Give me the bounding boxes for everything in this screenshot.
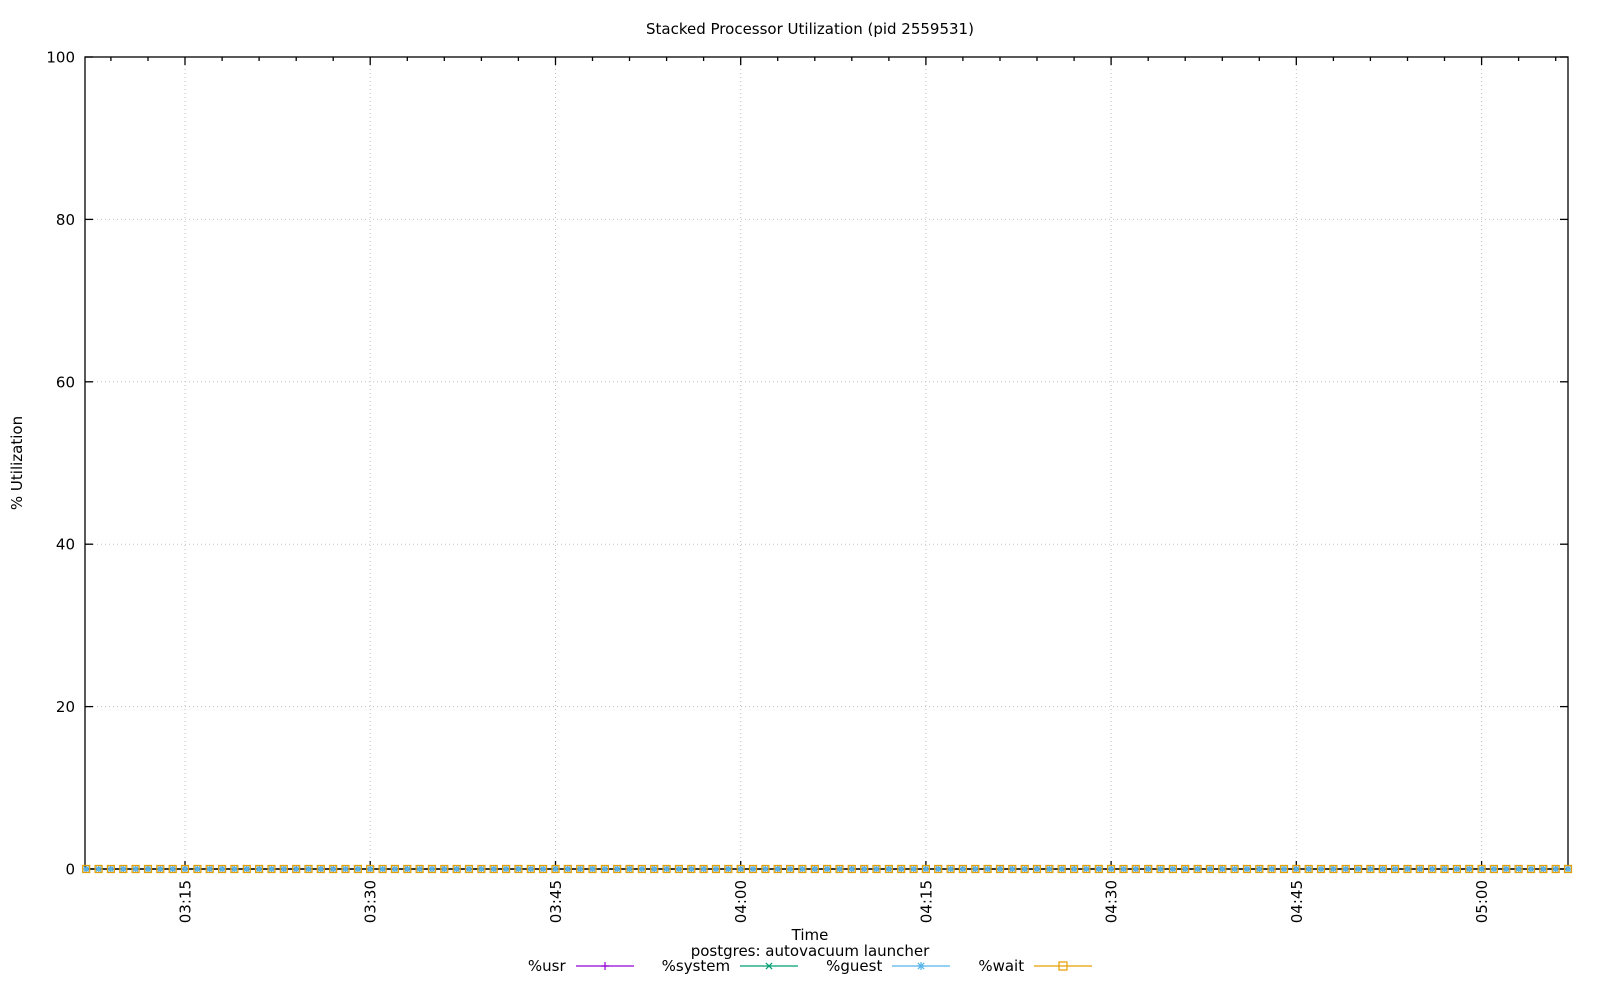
legend-entry-usr: %usr bbox=[528, 957, 634, 975]
x-tick-label: 03:30 bbox=[362, 880, 380, 923]
legend-label: %wait bbox=[978, 957, 1025, 975]
x-axis-label: Time bbox=[791, 926, 829, 944]
chart-title: Stacked Processor Utilization (pid 25595… bbox=[646, 20, 974, 38]
grid-lines bbox=[85, 57, 1568, 869]
legend-entry-system: %system bbox=[661, 957, 799, 975]
y-tick-labels: 0 20 40 60 80 100 bbox=[46, 49, 75, 879]
y-tick-label: 20 bbox=[56, 698, 75, 716]
legend-label: %guest bbox=[826, 957, 883, 975]
x-tick-labels: 03:15 03:30 03:45 04:00 04:15 04:30 04:45 05:00 bbox=[177, 880, 1492, 923]
legend-sample-wait bbox=[1034, 961, 1093, 971]
legend-sample-usr bbox=[575, 962, 634, 970]
legend-sample-system bbox=[740, 962, 799, 970]
x-tick-label: 04:30 bbox=[1103, 880, 1121, 923]
y-tick-label: 60 bbox=[56, 373, 75, 391]
plot-border bbox=[84, 56, 1569, 870]
legend-label: %system bbox=[661, 957, 731, 975]
series-markers-wait bbox=[82, 864, 1573, 874]
legend-label: %usr bbox=[527, 957, 566, 975]
legend-sample-guest bbox=[892, 962, 951, 970]
y-tick-label: 100 bbox=[46, 49, 75, 67]
x-tick-label: 04:45 bbox=[1288, 880, 1306, 923]
axis-ticks bbox=[85, 56, 1568, 870]
x-tick-label: 04:15 bbox=[917, 880, 935, 923]
x-tick-label: 03:45 bbox=[547, 880, 565, 923]
legend: %usr %system %guest %wait bbox=[85, 957, 1535, 975]
legend-entry-guest: %guest bbox=[826, 957, 951, 975]
y-tick-label: 0 bbox=[65, 861, 75, 879]
legend-entry-wait: %wait bbox=[978, 957, 1093, 975]
legend-title: postgres: autovacuum launcher bbox=[690, 942, 930, 960]
y-tick-label: 40 bbox=[56, 536, 75, 554]
x-tick-label: 03:15 bbox=[177, 880, 195, 923]
x-tick-label: 04:00 bbox=[732, 880, 750, 923]
y-tick-label: 80 bbox=[56, 211, 75, 229]
series-markers-guest bbox=[83, 865, 1572, 873]
x-tick-label: 05:00 bbox=[1473, 880, 1491, 923]
